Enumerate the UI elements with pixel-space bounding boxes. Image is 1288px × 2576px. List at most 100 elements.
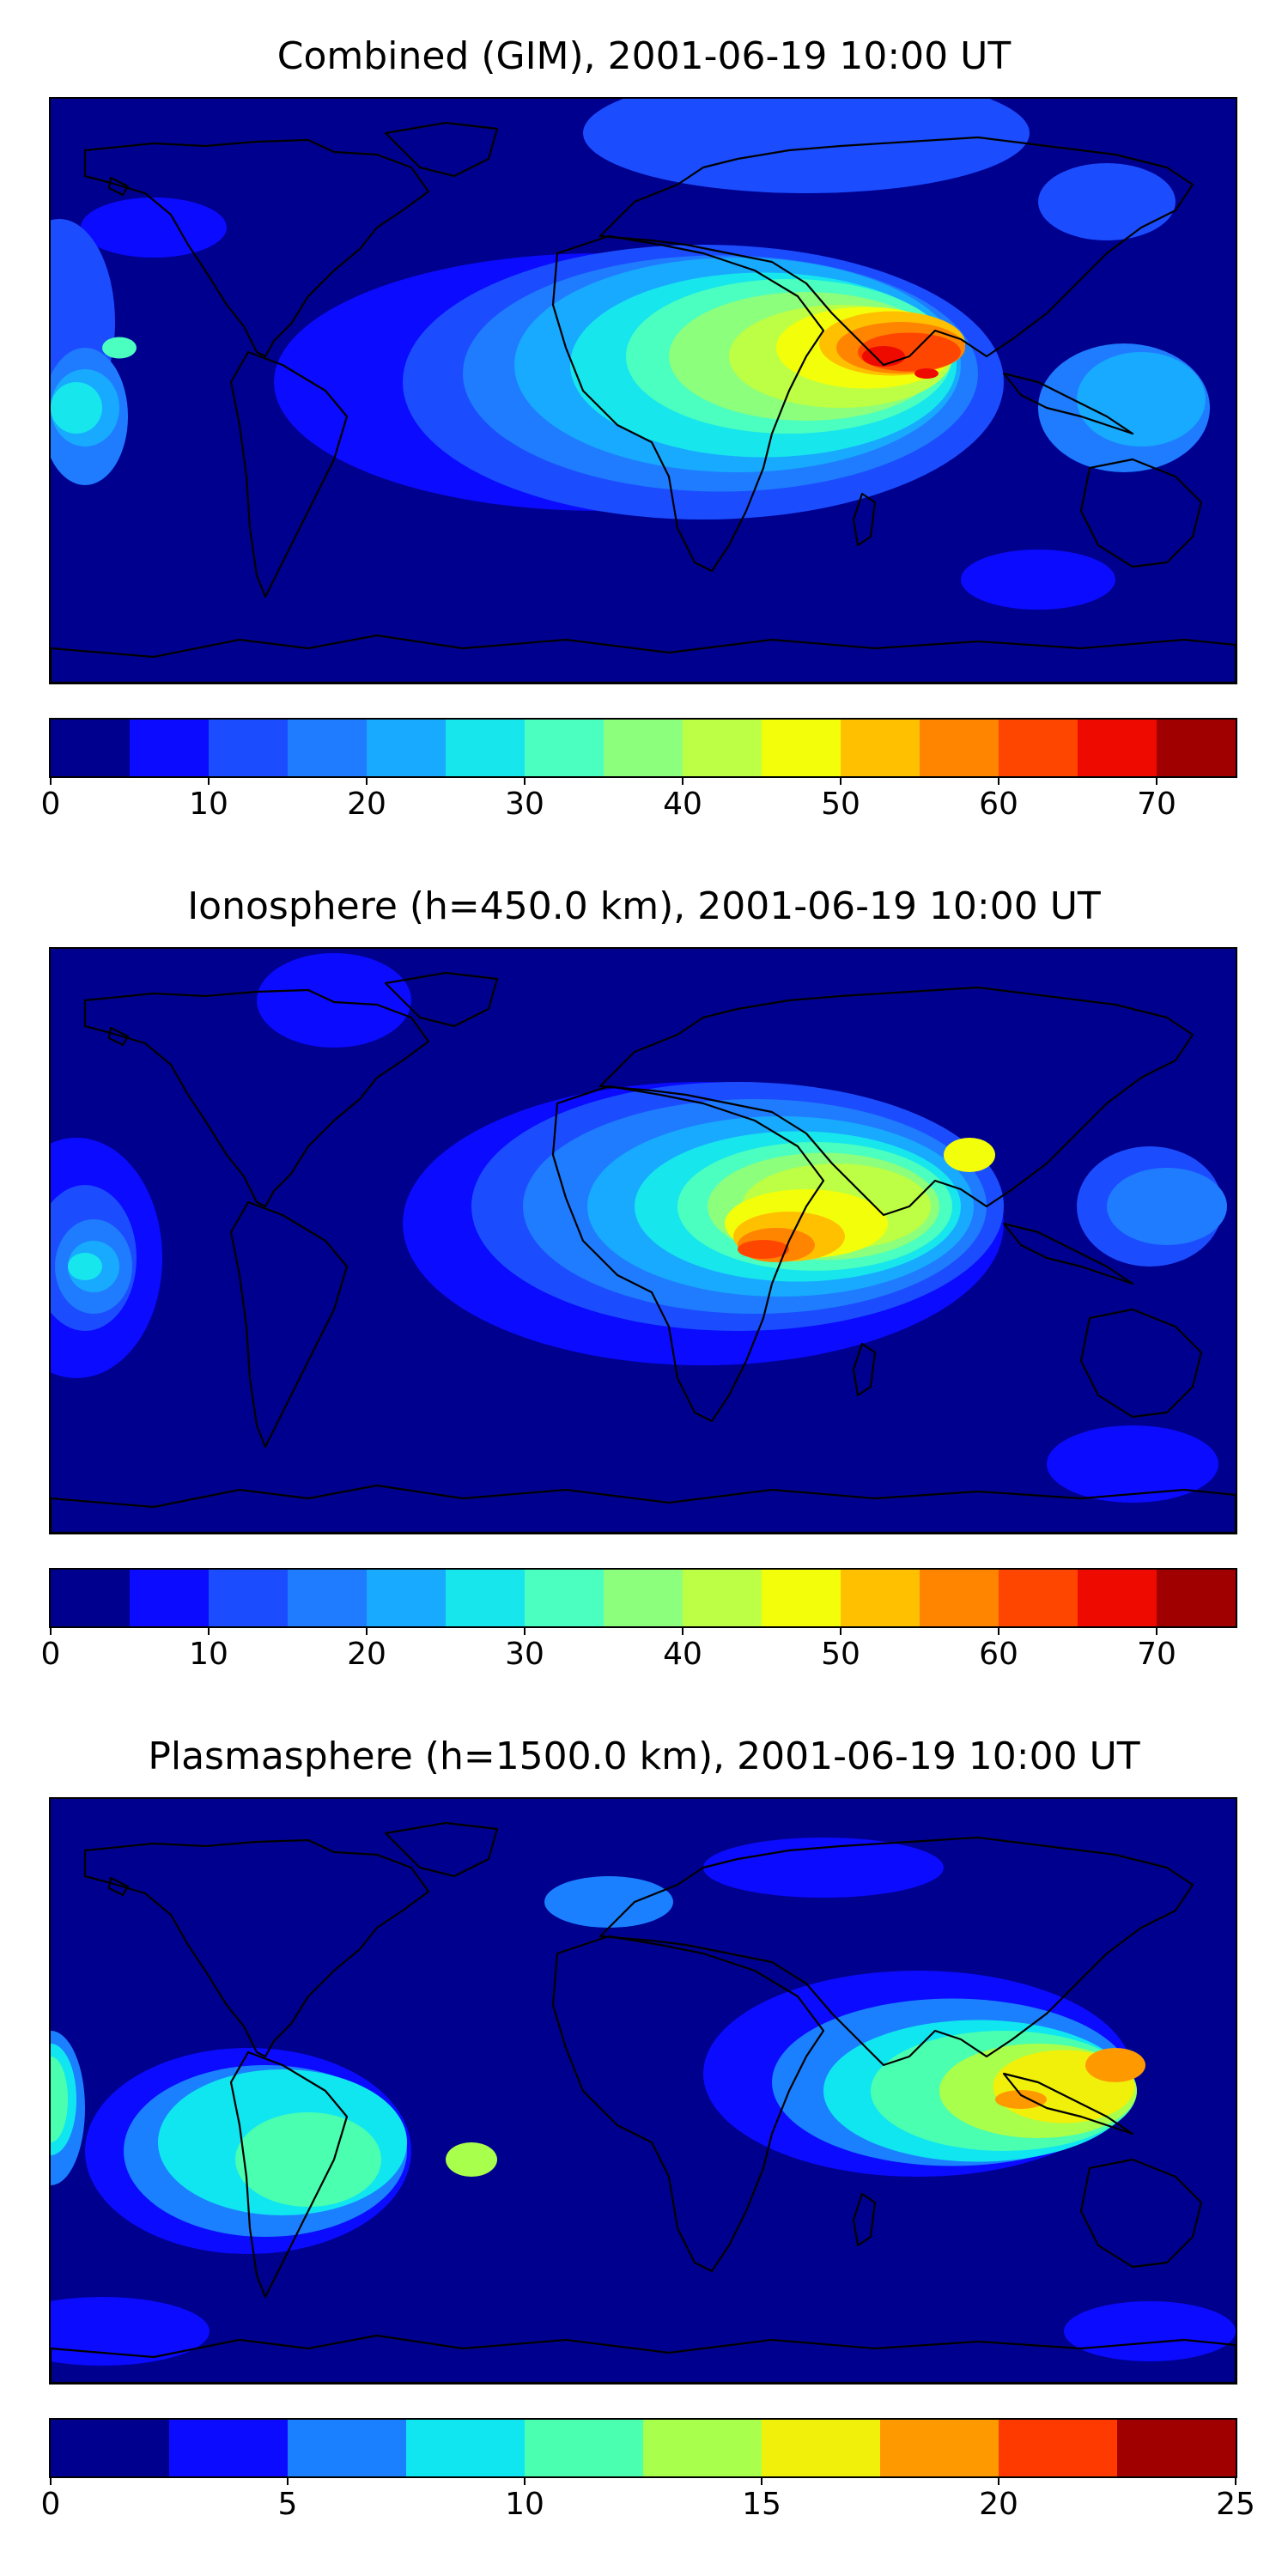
plasmasphere-colorbar-tick bbox=[998, 2476, 999, 2485]
plasmasphere-colorbar-tick bbox=[761, 2476, 762, 2485]
ionosphere-coastline bbox=[107, 1026, 130, 1047]
ionosphere-field-band-5 bbox=[68, 1253, 102, 1280]
combined-field bbox=[51, 99, 1236, 683]
ionosphere-map bbox=[49, 947, 1237, 1534]
combined-map-plot bbox=[51, 99, 1236, 683]
combined-field-band-2 bbox=[583, 99, 1030, 193]
ionosphere-colorbar-tick bbox=[840, 1626, 841, 1635]
ionosphere-colorbar-tick-label: 70 bbox=[1137, 1637, 1176, 1672]
plasmasphere-field-band-1 bbox=[703, 1838, 944, 1898]
combined-colorbar-swatch-7 bbox=[604, 720, 683, 776]
ionosphere-colorbar-tick bbox=[366, 1626, 368, 1635]
plasmasphere-coastline bbox=[598, 1836, 1194, 2067]
ionosphere-colorbar-swatches bbox=[51, 1570, 1236, 1626]
combined-colorbar-tick-label: 20 bbox=[347, 787, 386, 822]
combined-coastline bbox=[1002, 372, 1134, 435]
ionosphere-colorbar-tick bbox=[50, 1626, 52, 1635]
plasmasphere-map-plot bbox=[51, 1799, 1236, 2383]
plasmasphere-colorbar-tick-label: 0 bbox=[40, 2487, 61, 2522]
plasmasphere-colorbar-tick-label: 10 bbox=[505, 2487, 544, 2522]
ionosphere-colorbar-swatch-8 bbox=[683, 1570, 762, 1626]
ionosphere-colorbar-tick bbox=[1156, 1626, 1157, 1635]
combined-coastlines bbox=[51, 121, 1236, 683]
combined-field-band-6 bbox=[102, 337, 137, 359]
combined-colorbar-tick bbox=[524, 776, 526, 785]
plasmasphere-field-band-4 bbox=[51, 2057, 68, 2142]
combined-map bbox=[49, 97, 1237, 684]
ionosphere-coastline bbox=[83, 988, 430, 1208]
ionosphere-coastlines bbox=[51, 971, 1236, 1533]
ionosphere-map-plot bbox=[51, 949, 1236, 1533]
combined-field-band-5 bbox=[51, 382, 102, 434]
plasmasphere-colorbar-tick bbox=[524, 2476, 526, 2485]
combined-field-band-4 bbox=[1077, 352, 1206, 447]
plasmasphere-colorbar-tick-label: 20 bbox=[979, 2487, 1018, 2522]
plasmasphere-field-band-1 bbox=[1064, 2301, 1236, 2361]
plasmasphere-coastline bbox=[1002, 2072, 1134, 2136]
combined-colorbar-swatch-2 bbox=[209, 720, 289, 776]
ionosphere-coastline bbox=[229, 1200, 349, 1449]
ionosphere-colorbar-swatch-9 bbox=[762, 1570, 841, 1626]
combined-colorbar-swatch-9 bbox=[762, 720, 841, 776]
plasmasphere-colorbar-tick bbox=[50, 2476, 52, 2485]
combined-coastline bbox=[1079, 458, 1203, 568]
plasmasphere-coastline bbox=[1079, 2158, 1203, 2269]
ionosphere-field-band-12 bbox=[738, 1240, 789, 1259]
ionosphere-title: Ionosphere (h=450.0 km), 2001-06-19 10:0… bbox=[187, 884, 1101, 928]
combined-coastline bbox=[551, 234, 825, 573]
combined-colorbar-tick-label: 40 bbox=[663, 787, 702, 822]
plasmasphere-colorbar bbox=[49, 2418, 1237, 2478]
combined-colorbar-tick bbox=[682, 776, 683, 785]
plasmasphere-colorbar-tick-label: 15 bbox=[742, 2487, 781, 2522]
combined-colorbar-tick bbox=[1156, 776, 1157, 785]
ionosphere-colorbar-tick-label: 0 bbox=[40, 1637, 61, 1672]
ionosphere-colorbar-swatch-6 bbox=[525, 1570, 605, 1626]
ionosphere-coastline bbox=[852, 1342, 877, 1397]
ionosphere-field-band-1 bbox=[257, 953, 411, 1048]
combined-coastline bbox=[384, 121, 499, 178]
ionosphere-colorbar-ticks: 0 10 20 30 40 50 60 70 bbox=[41, 1626, 1237, 1678]
combined-colorbar-swatch-8 bbox=[683, 720, 762, 776]
combined-colorbar-tick bbox=[998, 776, 999, 785]
combined-colorbar-tick-label: 0 bbox=[40, 787, 61, 822]
plasmasphere-colorbar-swatch-3 bbox=[406, 2420, 526, 2476]
plasmasphere-map bbox=[49, 1797, 1237, 2385]
ionosphere-coastline bbox=[384, 971, 499, 1028]
plasmasphere-field-band-5 bbox=[446, 2142, 497, 2177]
combined-coastline bbox=[852, 492, 877, 547]
ionosphere-field-band-3 bbox=[1107, 1168, 1227, 1245]
combined-field-band-13 bbox=[914, 368, 939, 379]
plasmasphere-coastline bbox=[551, 1935, 825, 2273]
combined-colorbar-swatch-6 bbox=[525, 720, 605, 776]
ionosphere-field-band-1 bbox=[1047, 1425, 1218, 1503]
ionosphere-colorbar bbox=[49, 1568, 1237, 1628]
plasmasphere-colorbar-swatch-4 bbox=[525, 2420, 644, 2476]
ionosphere-colorbar-tick-label: 40 bbox=[663, 1637, 702, 1672]
ionosphere-colorbar-tick bbox=[208, 1626, 210, 1635]
plasmasphere-coastline bbox=[107, 1876, 130, 1897]
plasmasphere-coastline bbox=[852, 2192, 877, 2247]
ionosphere-colorbar-swatch-2 bbox=[209, 1570, 289, 1626]
ionosphere-colorbar-swatch-13 bbox=[1078, 1570, 1157, 1626]
combined-coastline bbox=[51, 634, 1236, 683]
combined-colorbar-swatch-1 bbox=[130, 720, 210, 776]
plasmasphere-field bbox=[51, 1799, 1236, 2383]
ionosphere-colorbar-tick bbox=[524, 1626, 526, 1635]
plasmasphere-field-band-4 bbox=[235, 2112, 381, 2207]
plasmasphere-coastlines bbox=[51, 1821, 1236, 2383]
plasmasphere-colorbar-swatch-6 bbox=[762, 2420, 881, 2476]
plasmasphere-colorbar-swatch-1 bbox=[169, 2420, 289, 2476]
combined-colorbar-tick-label: 50 bbox=[821, 787, 860, 822]
plasmasphere-colorbar-tick bbox=[287, 2476, 289, 2485]
combined-colorbar bbox=[49, 718, 1237, 778]
ionosphere-colorbar-tick-label: 20 bbox=[347, 1637, 386, 1672]
combined-colorbar-swatch-13 bbox=[1078, 720, 1157, 776]
combined-colorbar-swatch-0 bbox=[51, 720, 131, 776]
ionosphere-coastline bbox=[1079, 1308, 1203, 1419]
plasmasphere-colorbar-tick-label: 25 bbox=[1216, 2487, 1255, 2522]
plasmasphere-coastline bbox=[83, 1838, 430, 2058]
combined-colorbar-tick bbox=[208, 776, 210, 785]
combined-colorbar-tick bbox=[50, 776, 52, 785]
plasmasphere-colorbar-swatch-8 bbox=[999, 2420, 1118, 2476]
